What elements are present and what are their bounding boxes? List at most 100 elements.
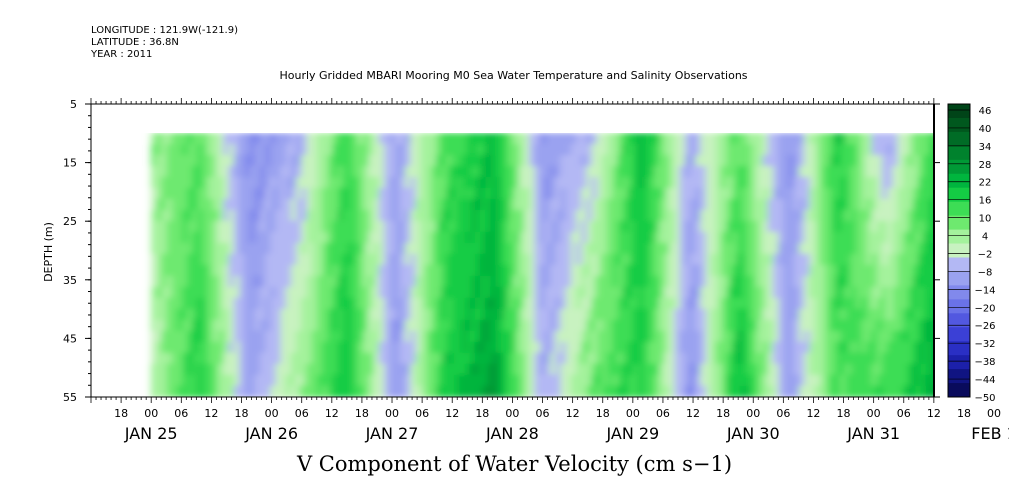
field-cell [254,385,261,397]
field-cell [529,176,536,189]
field-cell [674,352,681,365]
field-cell [684,253,691,266]
field-cell [342,220,349,233]
field-cell [430,154,437,167]
field-cell [664,297,671,310]
field-cell [804,133,811,145]
field-cell [306,209,313,222]
field-cell [892,176,899,189]
field-cell [560,143,567,156]
field-cell [270,165,277,178]
field-cell [493,297,500,310]
field-cell [762,198,769,211]
field-cell [472,176,479,189]
field-cell [658,209,665,222]
field-cell [612,187,619,200]
field-cell [861,297,868,310]
field-cell [306,363,313,376]
field-cell [591,330,598,343]
field-cell [529,242,536,255]
field-cell [503,198,510,211]
field-cell [161,385,168,397]
field-cell [731,198,738,211]
field-cell [804,275,811,288]
field-cell [332,133,339,145]
field-cell [239,330,246,343]
field-cell [721,330,728,343]
field-cell [223,253,230,266]
field-cell [835,374,842,387]
field-cell [451,242,458,255]
field-cell [223,154,230,167]
field-cell [534,253,541,266]
field-cell [207,341,214,354]
field-cell [404,286,411,299]
field-cell [576,220,582,233]
field-cell [923,133,930,145]
field-cell [612,143,619,156]
field-cell [970,265,976,277]
field-cell [296,231,303,244]
field-cell [539,363,546,376]
field-cell [690,242,697,255]
field-cell [715,176,722,189]
field-cell [684,198,691,211]
field-cell [467,385,474,397]
field-cell [798,286,805,299]
field-cell [907,165,914,178]
field-cell [150,286,157,299]
field-cell [285,143,292,156]
field-cell [213,374,220,387]
field-cell [399,275,406,288]
field-cell [996,309,1002,321]
field-cell [441,352,448,365]
field-cell [498,209,505,222]
field-cell [674,286,681,299]
field-cell [171,165,178,178]
field-cell [384,352,391,365]
field-cell [415,341,422,354]
field-cell [715,275,722,288]
field-cell [498,154,505,167]
field-cell [249,220,256,233]
field-cell [425,341,432,354]
field-cell [394,352,401,365]
field-cell [327,198,334,211]
field-cell [830,385,837,397]
field-cell [213,385,220,397]
field-cell [633,297,640,310]
field-cell [156,308,163,321]
field-cell [337,308,344,321]
field-cell [306,319,313,332]
field-cell [664,165,671,178]
field-cell [389,286,396,299]
field-cell [773,275,779,288]
field-cell [487,275,494,288]
field-cell [347,363,354,376]
field-cell [472,143,479,156]
field-cell [669,143,676,156]
field-cell [539,198,546,211]
field-cell [747,209,754,222]
field-cell [669,198,676,211]
field-cell [752,231,759,244]
field-cell [363,154,370,167]
field-cell [415,363,422,376]
x-hour-tick-label: 06 [415,407,429,420]
field-cell [368,308,375,321]
field-cell [845,374,852,387]
field-cell [648,385,655,397]
field-cell [684,209,691,222]
field-cell [306,198,313,211]
field-cell [197,242,204,255]
field-cell [430,231,437,244]
field-cell [747,264,754,277]
field-cell [773,363,779,376]
field-cell [461,133,468,145]
field-cell [741,220,748,233]
field-cell [674,154,681,167]
field-cell [892,242,899,255]
field-cell [508,143,515,156]
field-cell [705,198,712,211]
field-cell [518,133,525,145]
